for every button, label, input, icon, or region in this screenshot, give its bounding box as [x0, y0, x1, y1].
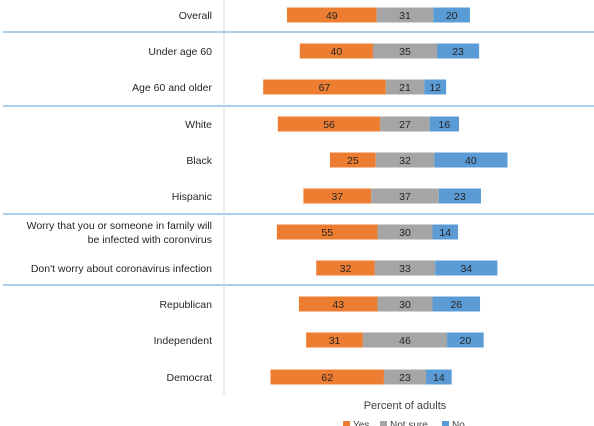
data-label: 31: [399, 10, 411, 22]
bar-yes: [263, 79, 386, 95]
legend-swatch: [343, 421, 350, 426]
data-label: 32: [340, 263, 352, 275]
data-label: 12: [429, 82, 441, 94]
data-label: 56: [323, 119, 335, 131]
data-label: 27: [399, 119, 411, 131]
data-label: 20: [446, 10, 458, 22]
data-label: 37: [399, 191, 411, 203]
data-label: 35: [399, 46, 411, 58]
bar-yes: [299, 43, 373, 59]
bar-not-sure: [362, 332, 448, 348]
data-label: 26: [450, 299, 462, 311]
bar-yes: [277, 116, 381, 132]
category-label: Worry that you or someone in family will…: [27, 220, 212, 246]
category-label: Democrat: [166, 372, 212, 384]
category-label: Don't worry about coronavirus infection: [31, 263, 212, 275]
data-label: 16: [439, 119, 451, 131]
legend: Yes Not sure No: [343, 420, 465, 426]
bar-no: [437, 43, 480, 59]
category-label: White: [185, 119, 212, 131]
bar-not-sure: [377, 296, 433, 312]
bar-no: [447, 332, 484, 348]
data-label: 67: [319, 82, 331, 94]
category-label-line: be infected with coronvirus: [88, 234, 212, 246]
bar-not-sure: [371, 188, 439, 204]
data-label: 32: [399, 155, 411, 167]
data-label: 40: [331, 46, 343, 58]
legend-label: No: [452, 420, 465, 426]
category-label-line: Worry that you or someone in family will: [27, 220, 212, 232]
bar-yes: [306, 332, 363, 348]
bar-not-sure: [375, 152, 435, 168]
category-label: Age 60 and older: [132, 82, 212, 94]
data-label: 31: [329, 335, 341, 347]
data-label: 49: [326, 10, 338, 22]
bars: 49 31 20 40 35 23 67 21 12 56 27 16 25 32 40 37 37 23 55 30…: [263, 7, 508, 385]
category-label: Independent: [154, 335, 212, 347]
legend-swatch: [380, 421, 387, 426]
data-label: 30: [399, 299, 411, 311]
data-label: 40: [465, 155, 477, 167]
data-label: 21: [399, 82, 411, 94]
bar-yes: [329, 152, 376, 168]
data-label: 34: [460, 263, 472, 275]
category-label: Under age 60: [148, 46, 212, 58]
data-label: 43: [332, 299, 344, 311]
data-label: 23: [399, 372, 411, 384]
data-label: 14: [433, 372, 445, 384]
bar-no: [435, 260, 498, 276]
bar-no: [433, 7, 470, 23]
data-label: 30: [399, 227, 411, 239]
data-label: 23: [452, 46, 464, 58]
data-label: 55: [321, 227, 333, 239]
bar-not-sure: [385, 79, 425, 95]
data-label: 23: [454, 191, 466, 203]
data-label: 46: [399, 335, 411, 347]
bar-no: [424, 79, 447, 95]
category-labels: Overall Under age 60 Age 60 and older White…: [27, 10, 213, 384]
data-label: 62: [321, 372, 333, 384]
bar-not-sure: [380, 116, 430, 132]
bar-yes: [276, 224, 378, 240]
bar-no: [426, 369, 452, 385]
legend-swatch: [442, 421, 449, 426]
data-label: 25: [347, 155, 359, 167]
category-label: Black: [186, 155, 212, 167]
category-label: Hispanic: [172, 191, 212, 203]
bar-no: [432, 296, 481, 312]
bar-no: [429, 116, 459, 132]
bar-yes: [270, 369, 384, 385]
data-label: 33: [399, 263, 411, 275]
category-label: Republican: [159, 299, 212, 311]
bar-not-sure: [383, 369, 427, 385]
bar-not-sure: [377, 224, 433, 240]
bar-yes: [303, 188, 372, 204]
data-label: 20: [460, 335, 472, 347]
legend-label: Not sure: [390, 420, 428, 426]
data-label: 37: [331, 191, 343, 203]
category-label: Overall: [179, 10, 212, 22]
bar-not-sure: [376, 7, 434, 23]
bar-no: [432, 224, 459, 240]
group-separators: [3, 31, 594, 286]
bar-no: [438, 188, 481, 204]
bar-yes: [286, 7, 377, 23]
bar-yes: [298, 296, 378, 312]
bar-no: [434, 152, 508, 168]
data-label: 14: [439, 227, 451, 239]
bar-yes: [316, 260, 375, 276]
bar-not-sure: [372, 43, 438, 59]
legend-label: Yes: [353, 420, 369, 426]
bar-not-sure: [374, 260, 436, 276]
x-axis-title: Percent of adults: [364, 400, 447, 412]
